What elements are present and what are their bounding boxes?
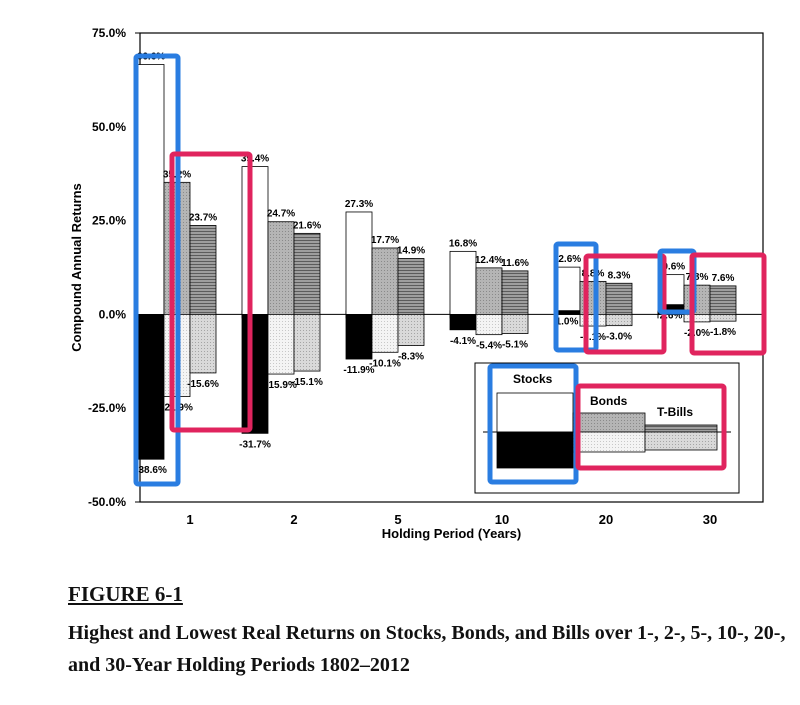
data-label-bonds-high: 7.8% <box>686 272 709 283</box>
highlight-box <box>169 151 253 433</box>
legend-label-stocks: Stocks <box>513 372 553 386</box>
bar-stocks-high <box>241 166 269 315</box>
x-axis-title: Holding Period (Years) <box>382 526 521 541</box>
x-tick-label: 5 <box>394 512 401 527</box>
data-label-stocks-low: 1.0% <box>556 317 579 328</box>
highlight-box <box>575 383 727 471</box>
bar-bonds-high <box>371 247 399 315</box>
data-label-bills-low: -15.6% <box>187 379 219 390</box>
data-label-bonds-high: 17.7% <box>371 235 399 246</box>
bar-bills-low <box>501 313 529 334</box>
data-label-stocks-high: 12.6% <box>553 254 581 265</box>
data-label-stocks-low: -4.1% <box>450 336 476 347</box>
legend-label-tbills: T-Bills <box>657 405 693 419</box>
data-label-bonds-low: -2.0% <box>684 328 710 339</box>
data-label-bonds-low: -3.1% <box>580 332 606 343</box>
bar-stocks-low <box>449 313 477 331</box>
y-tick-label: 50.0% <box>92 120 126 134</box>
data-label-stocks-high: 10.6% <box>657 262 685 273</box>
highlight-box <box>553 241 599 353</box>
bar-stocks-high <box>345 211 373 315</box>
bar-bills-high <box>293 232 321 315</box>
x-tick-label: 2 <box>290 512 297 527</box>
highlight-box <box>689 252 767 356</box>
data-label-bonds-low: -10.1% <box>369 358 401 369</box>
bar-bills-low <box>709 313 737 322</box>
data-label-bonds-high: 8.8% <box>582 268 605 279</box>
bar-bonds-low <box>475 313 503 336</box>
plot-area: 75.0% 50.0% 25.0% 0.0% -25.0% -50.0% Compound … <box>69 26 767 541</box>
data-label-bills-low: -8.3% <box>398 352 424 363</box>
x-tick-label: 30 <box>703 512 717 527</box>
y-tick-label: -25.0% <box>88 401 126 415</box>
data-label-stocks-high: 39.4% <box>241 154 269 165</box>
y-tick-label: 0.0% <box>99 307 127 321</box>
data-label-bonds-low: -15.9% <box>265 380 297 391</box>
legend-bills-low-swatch <box>644 431 718 451</box>
legend-label-bonds: Bonds <box>590 394 628 408</box>
data-label-bills-high: 7.6% <box>712 273 735 284</box>
data-label-bills-high: 21.6% <box>293 220 321 231</box>
y-tick-label: 25.0% <box>92 214 126 228</box>
bar-bills-low <box>293 313 321 372</box>
legend-bonds-low-swatch <box>572 431 646 453</box>
data-label-bonds-low: -5.4% <box>476 341 502 352</box>
y-tick-label: 75.0% <box>92 26 126 40</box>
bar-bills-high <box>709 285 737 315</box>
data-label-stocks-high: 27.3% <box>345 199 373 210</box>
data-label-bills-low: -3.0% <box>606 332 632 343</box>
data-label-bills-high: 14.9% <box>397 245 425 256</box>
bar-bills-high <box>605 282 633 315</box>
data-label-stocks-low: -38.6% <box>135 465 167 476</box>
data-label-stocks-low: -31.7% <box>239 439 271 450</box>
data-label-bills-high: 11.6% <box>501 258 529 269</box>
bar-stocks-high <box>137 64 165 315</box>
data-label-bills-low: -5.1% <box>502 340 528 351</box>
bar-bills-high <box>397 258 425 315</box>
figure-number: FIGURE 6-1 <box>68 582 183 606</box>
bar-bonds-low <box>683 313 711 323</box>
data-label-stocks-high: 16.8% <box>449 238 477 249</box>
data-label-bonds-high: 24.7% <box>267 209 295 220</box>
bar-bonds-high <box>267 221 295 315</box>
bar-bonds-low <box>371 313 399 353</box>
bar-stocks-low <box>137 313 165 460</box>
legend-stocks-low-swatch <box>496 431 574 469</box>
bar-bills-high <box>501 270 529 315</box>
x-tick-label: 20 <box>599 512 613 527</box>
bar-bonds-high <box>475 267 503 315</box>
legend-bonds-high-swatch <box>572 412 646 433</box>
bar-bills-high <box>189 225 217 315</box>
bar-bonds-low <box>267 313 295 375</box>
bar-stocks-low <box>345 313 373 360</box>
legend-bills-high-swatch <box>644 424 718 433</box>
bar-bills-low <box>605 313 633 327</box>
data-label-bills-low: -1.8% <box>710 327 736 338</box>
y-axis-title: Compound Annual Returns <box>69 183 84 352</box>
data-label-bills-low: -15.1% <box>291 377 323 388</box>
data-label-bills-high: 8.3% <box>608 270 631 281</box>
data-label-stocks-low: 2.6% <box>660 311 683 322</box>
figure-caption: Highest and Lowest Real Returns on Stock… <box>68 622 786 676</box>
bar-bills-low <box>189 313 217 374</box>
data-label-stocks-low: -11.9% <box>343 365 374 376</box>
highlight-box <box>133 53 181 487</box>
y-tick-label: -50.0% <box>88 495 126 509</box>
bar-stocks-high <box>449 250 477 315</box>
legend-stocks-high-swatch <box>496 392 574 433</box>
chart: 75.0% 50.0% 25.0% 0.0% -25.0% -50.0% Compound … <box>69 26 767 541</box>
bar-bills-low <box>397 313 425 346</box>
data-label-bonds-high: 12.4% <box>475 255 503 266</box>
x-tick-label: 1 <box>186 512 193 527</box>
highlight-box <box>583 253 667 355</box>
x-tick-label: 10 <box>495 512 509 527</box>
bar-stocks-low <box>241 313 269 434</box>
data-label-bills-high: 23.7% <box>189 212 217 223</box>
